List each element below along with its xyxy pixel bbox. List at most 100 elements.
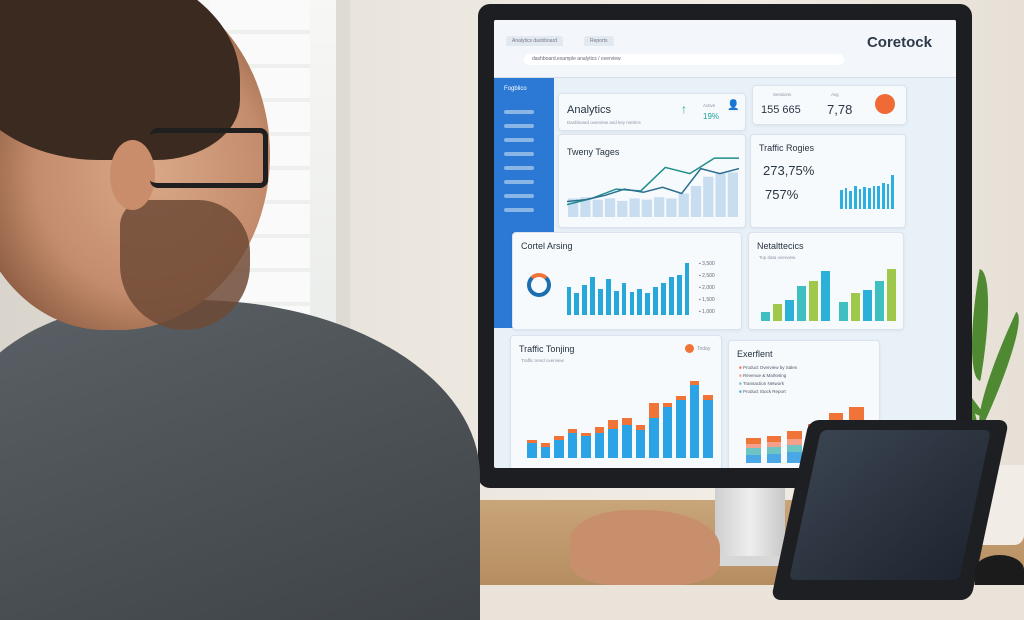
line-chart-card: Tweny Tages bbox=[558, 134, 746, 228]
bar bbox=[844, 188, 848, 209]
badge[interactable]: Today bbox=[697, 346, 711, 352]
card-title: Netalttecics bbox=[757, 241, 804, 251]
person-hair bbox=[0, 0, 240, 160]
bar-segment bbox=[746, 443, 761, 449]
bar bbox=[851, 292, 860, 321]
browser-tab[interactable]: Reports bbox=[584, 36, 614, 46]
bar-segment bbox=[766, 442, 782, 448]
bar bbox=[875, 280, 884, 321]
line-series bbox=[567, 167, 739, 203]
bar bbox=[863, 187, 867, 209]
sidebar-item[interactable] bbox=[504, 194, 534, 198]
bar bbox=[872, 185, 876, 209]
bar-segment bbox=[703, 399, 713, 458]
bar-segment bbox=[787, 438, 802, 445]
avatar[interactable] bbox=[875, 94, 895, 114]
bar-segment bbox=[766, 453, 782, 463]
sidebar-items bbox=[494, 110, 554, 212]
bar bbox=[568, 198, 579, 217]
bar-segment bbox=[689, 385, 700, 458]
bar bbox=[598, 289, 603, 315]
card-title: Traffic Tonjing bbox=[519, 344, 575, 354]
bar bbox=[653, 287, 658, 315]
cup bbox=[975, 555, 1024, 585]
brand-name: Coretock bbox=[866, 34, 932, 51]
bar bbox=[886, 184, 890, 209]
legend-item: ▪ 2,500 bbox=[699, 273, 715, 279]
bar-segment bbox=[676, 396, 686, 400]
card-subtitle: Traffic trend overview bbox=[521, 358, 564, 363]
bar bbox=[637, 289, 643, 315]
bar-segment bbox=[849, 407, 864, 421]
bar bbox=[858, 189, 862, 209]
legend-swatch: ■ bbox=[739, 373, 743, 378]
sidebar-item[interactable] bbox=[504, 208, 534, 212]
legend-item: ■ Revenue & Marketing bbox=[739, 373, 787, 378]
legend-swatch: ■ bbox=[739, 381, 743, 386]
glasses bbox=[150, 128, 268, 188]
bar-segment bbox=[567, 428, 578, 433]
bar-segment bbox=[608, 420, 618, 429]
bar-segment bbox=[554, 436, 564, 440]
bar-chart bbox=[565, 263, 691, 315]
bar bbox=[715, 173, 726, 217]
sidebar-item[interactable] bbox=[504, 110, 534, 114]
bar bbox=[839, 190, 843, 209]
bar-segment bbox=[662, 403, 673, 408]
bar bbox=[654, 197, 665, 217]
bar bbox=[773, 304, 782, 321]
address-bar[interactable]: dashboard.example analytics / overview bbox=[524, 54, 844, 65]
bar bbox=[566, 287, 572, 315]
bar-segment bbox=[635, 424, 646, 431]
monitor-stand bbox=[715, 478, 785, 556]
bar bbox=[891, 175, 895, 209]
control-card: Cortel Arsing ▪ 3,500 ▪ 2,500 ▪ 2,000 ▪ 1,5… bbox=[512, 232, 742, 330]
person-beard bbox=[120, 200, 250, 330]
card-subtitle: Top data overview bbox=[759, 255, 796, 260]
legend-swatch: ■ bbox=[739, 365, 743, 370]
bar bbox=[863, 290, 872, 321]
sidebar-item[interactable] bbox=[504, 166, 534, 170]
stat-value: 7,78 bbox=[827, 102, 853, 117]
bar bbox=[684, 263, 690, 315]
bar-segment bbox=[540, 443, 551, 448]
bar bbox=[785, 299, 794, 321]
bar bbox=[582, 285, 588, 315]
bar-segment bbox=[746, 454, 761, 463]
sidebar-logo: Fogblico bbox=[504, 86, 527, 92]
bar-segment bbox=[527, 439, 537, 444]
legend: ▪ 3,500 ▪ 2,500 ▪ 2,000 ▪ 1,500 ▪ 1,000 bbox=[699, 261, 739, 321]
sidebar-item[interactable] bbox=[504, 180, 534, 184]
bar bbox=[605, 279, 611, 315]
sidebar-item[interactable] bbox=[504, 152, 534, 156]
bar bbox=[821, 271, 830, 321]
bar-segment bbox=[527, 443, 537, 458]
bar bbox=[604, 198, 616, 217]
person-hand bbox=[570, 510, 720, 585]
card-subtitle: Dashboard overview and key metrics bbox=[567, 120, 641, 125]
browser-tab[interactable]: Analytics dashboard bbox=[506, 36, 564, 46]
bar bbox=[629, 291, 635, 315]
traffic-value: 757% bbox=[765, 187, 799, 202]
bar-segment bbox=[608, 428, 618, 458]
sidebar-item[interactable] bbox=[504, 124, 534, 128]
legend-item: ▪ 1,500 bbox=[699, 297, 715, 303]
bar bbox=[797, 285, 806, 321]
traffic-card: Traffic Rogies 273,75% 757% bbox=[750, 134, 906, 228]
bar-segment bbox=[594, 426, 605, 433]
bar-segment bbox=[622, 418, 632, 426]
bar bbox=[666, 198, 677, 217]
sidebar-item[interactable] bbox=[504, 138, 534, 142]
net-card: Netalttecics Top data overview bbox=[748, 232, 904, 330]
laptop-screen bbox=[789, 430, 991, 580]
legend-item: ▪ 2,000 bbox=[699, 285, 715, 291]
analytics-card: Analytics Dashboard overview and key met… bbox=[558, 93, 746, 131]
card-title: Tweny Tages bbox=[567, 147, 620, 157]
bar bbox=[867, 188, 871, 209]
stat-label: Sessions bbox=[773, 92, 792, 97]
line-chart bbox=[567, 157, 739, 217]
bar-segment bbox=[703, 395, 713, 400]
bar bbox=[678, 193, 689, 217]
person-ear bbox=[110, 140, 155, 210]
bar bbox=[621, 283, 627, 315]
